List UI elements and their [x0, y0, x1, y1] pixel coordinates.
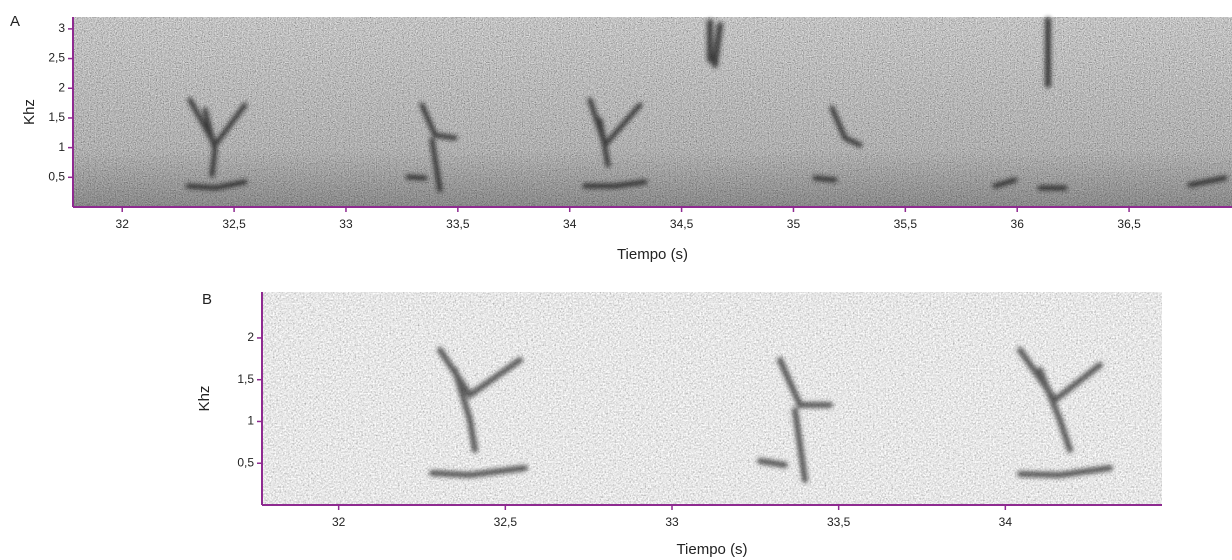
x-tick-label: 33,5	[446, 217, 470, 231]
calls	[429, 347, 1113, 483]
y-tick-label: 2	[247, 330, 254, 344]
x-tick-label: 34	[999, 515, 1013, 529]
y-axis-label: Khz	[196, 386, 213, 412]
panel-label: B	[202, 291, 212, 308]
x-axis-label: Tiempo (s)	[617, 246, 688, 263]
x-tick-label: 34	[563, 217, 577, 231]
calls	[185, 17, 1228, 193]
x-tick-label: 32	[116, 217, 130, 231]
x-tick-label: 33	[665, 515, 679, 529]
y-tick-label: 2	[58, 80, 65, 94]
y-tick-label: 0,5	[237, 455, 254, 469]
x-tick-label: 34,5	[670, 217, 694, 231]
x-tick-label: 36,5	[1117, 217, 1141, 231]
x-tick-label: 33	[339, 217, 353, 231]
y-tick-label: 3	[58, 21, 65, 35]
spectrogram-a: 32 32,5 33 33,5 34 34,5 35 35,5 36 36,5 0,5 1 1,5 2 2,…	[10, 13, 1232, 263]
x-tick-label: 36	[1011, 217, 1025, 231]
panel-label: A	[10, 13, 20, 30]
y-tick-label: 1	[58, 140, 65, 154]
x-tick-label: 35	[787, 217, 801, 231]
y-tick-label: 0,5	[48, 169, 65, 183]
x-tick-label: 32,5	[494, 515, 518, 529]
y-tick-label: 2,5	[48, 51, 65, 65]
spectrogram-b: 32 32,5 33 33,5 34 0,5 1 1,5 2 B Tiempo (s) Khz	[196, 291, 1162, 558]
x-tick-label: 35,5	[894, 217, 918, 231]
y-tick-label: 1,5	[48, 110, 65, 124]
y-tick-label: 1	[247, 414, 254, 428]
x-tick-label: 33,5	[827, 515, 851, 529]
y-axis-label: Khz	[21, 99, 38, 125]
shade	[73, 17, 1232, 207]
x-tick-label: 32	[332, 515, 346, 529]
x-tick-label: 32,5	[222, 217, 246, 231]
x-axis-label: Tiempo (s)	[676, 541, 747, 558]
spectrogram-image	[262, 292, 1162, 505]
y-tick-label: 1,5	[237, 372, 254, 386]
